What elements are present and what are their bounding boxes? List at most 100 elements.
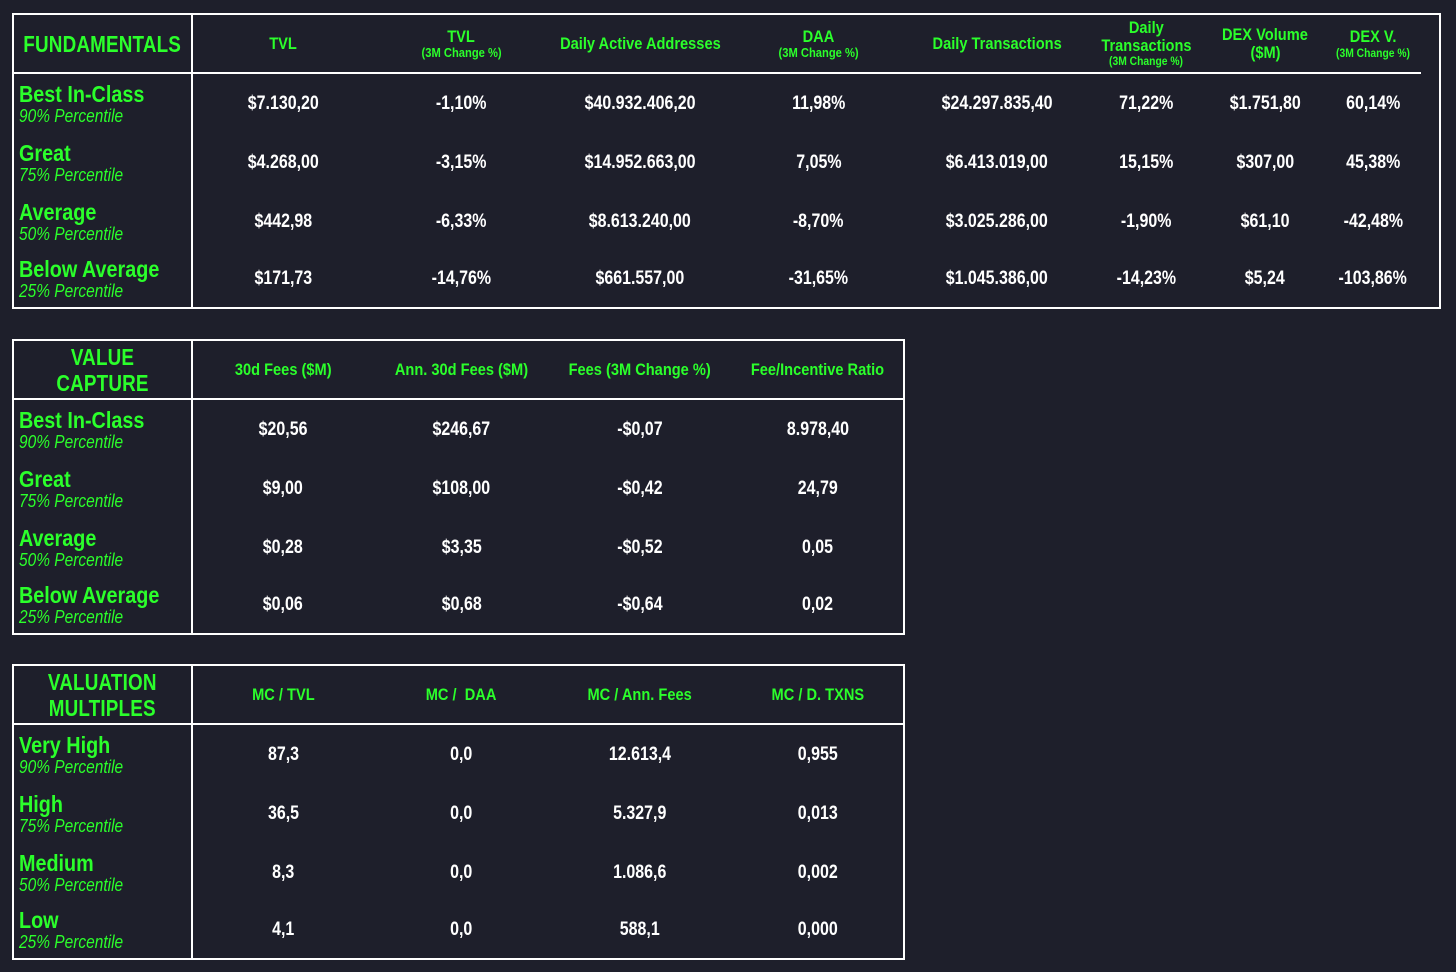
cell-value: 0,02: [801, 594, 834, 615]
cell-value: -$0,52: [617, 536, 663, 558]
column-header-label: Fees (3M Change %): [568, 359, 712, 379]
cell-value: 8.978,40: [786, 418, 849, 440]
column-header-mc-daa: MC / DAA: [373, 666, 550, 725]
row-label: Below Average 25% Percentile: [14, 577, 193, 633]
column-header-mc-ann-fees: MC / Ann. Fees: [550, 666, 730, 725]
cell-value: -3,15%: [436, 151, 487, 173]
column-header-tvl: TVL: [193, 15, 373, 74]
row-label-percentile: 50% Percentile: [19, 874, 124, 895]
table-cell: 71,22%: [1087, 74, 1205, 133]
cell-value: -42,48%: [1343, 210, 1403, 232]
cell-value: $9,00: [263, 477, 303, 499]
table-cell: -6,33%: [373, 192, 550, 251]
column-header-label: TVL: [447, 26, 476, 46]
row-label: Great 75% Percentile: [14, 459, 193, 518]
table-cell: $4.268,00: [193, 133, 373, 192]
column-header-label: Daily Active Addresses: [559, 33, 721, 53]
cell-value: 5.327,9: [613, 802, 667, 824]
column-header-daa: Daily Active Addresses: [550, 15, 730, 74]
cell-value: $6.413.019,00: [945, 151, 1049, 173]
cell-value: $442,98: [254, 210, 312, 232]
value-capture-title-cell: VALUE CAPTURE: [14, 341, 193, 400]
cell-value: 0,000: [797, 919, 838, 940]
table-cell: $24.297.835,40: [907, 74, 1087, 133]
table-cell: 0,0: [373, 784, 550, 843]
cell-value: $4.268,00: [247, 151, 319, 173]
row-label-name: Great: [19, 139, 71, 166]
table-cell: -1,10%: [373, 74, 550, 133]
row-label: Very High 90% Percentile: [14, 725, 193, 784]
valuation-multiples-title-line1: VALUATION: [48, 668, 157, 695]
valuation-multiples-table: VALUATION MULTIPLES MC / TVL MC / DAA MC…: [12, 664, 905, 960]
fundamentals-table: FUNDAMENTALS TVL TVL (3M Change %) Daily…: [12, 13, 1441, 309]
cell-value: $307,00: [1236, 151, 1294, 173]
row-label: Below Average 25% Percentile: [14, 251, 193, 307]
column-header-daily-transactions-change: Daily Transactions (3M Change %): [1087, 15, 1205, 74]
table-cell: $171,73: [193, 251, 373, 307]
fundamentals-title-cell: FUNDAMENTALS: [14, 15, 193, 74]
table-cell: 60,14%: [1325, 74, 1421, 133]
cell-value: $20,56: [258, 418, 308, 440]
row-label-percentile: 90% Percentile: [19, 431, 124, 452]
table-cell: -14,23%: [1087, 251, 1205, 307]
table-cell: $8.613.240,00: [550, 192, 730, 251]
cell-value: 0,0: [450, 861, 473, 883]
cell-value: 4,1: [271, 919, 295, 940]
row-label-name: Great: [19, 465, 71, 492]
cell-value: $0,28: [263, 536, 303, 558]
table-cell: 4,1: [193, 902, 373, 958]
cell-value: $7.130,20: [247, 92, 319, 114]
table-cell: -42,48%: [1325, 192, 1421, 251]
value-capture-table: VALUE CAPTURE 30d Fees ($M) Ann. 30d Fee…: [12, 339, 905, 635]
row-label-percentile: 75% Percentile: [19, 815, 124, 836]
column-header-label-line2: Transactions: [1100, 36, 1192, 55]
table-cell: 0,955: [730, 725, 905, 784]
table-cell: -$0,52: [550, 518, 730, 577]
table-cell: 87,3: [193, 725, 373, 784]
cell-value: $246,67: [432, 418, 491, 440]
table-cell: 24,79: [730, 459, 905, 518]
row-label-name: Best In-Class: [19, 80, 145, 107]
cell-value: $5,24: [1245, 268, 1285, 289]
table-cell: -$0,42: [550, 459, 730, 518]
cell-value: 87,3: [267, 743, 299, 765]
row-label-percentile: 25% Percentile: [19, 607, 124, 627]
table-cell: -8,70%: [730, 192, 907, 251]
cell-value: $0,68: [441, 594, 482, 615]
column-header-sublabel: (3M Change %): [778, 44, 859, 60]
row-label: High 75% Percentile: [14, 784, 193, 843]
table-cell: -3,15%: [373, 133, 550, 192]
column-header-dex-volume-change: DEX V. (3M Change %): [1325, 15, 1421, 74]
row-label-percentile: 50% Percentile: [19, 223, 124, 244]
row-label: Best In-Class 90% Percentile: [14, 400, 193, 459]
column-header-label: TVL: [269, 33, 297, 53]
table-cell: -14,76%: [373, 251, 550, 307]
row-label-name: Below Average: [19, 256, 160, 282]
table-cell: $3.025.286,00: [907, 192, 1087, 251]
row-label: Average 50% Percentile: [14, 192, 193, 251]
cell-value: 0,05: [801, 536, 834, 558]
cell-value: $24.297.835,40: [941, 92, 1053, 114]
table-cell: $9,00: [193, 459, 373, 518]
cell-value: 15,15%: [1118, 151, 1174, 173]
column-header-label: Daily Transactions: [932, 33, 1062, 53]
cell-value: -$0,64: [617, 594, 663, 615]
cell-value: $61,10: [1240, 210, 1290, 232]
cell-value: 0,0: [450, 919, 473, 940]
cell-value: $0,06: [263, 594, 303, 615]
cell-value: -103,86%: [1338, 268, 1408, 289]
table-cell: $14.952.663,00: [550, 133, 730, 192]
cell-value: $8.613.240,00: [588, 210, 692, 232]
cell-value: -14,23%: [1116, 268, 1176, 289]
column-header-30d-fees: 30d Fees ($M): [193, 341, 373, 400]
cell-value: 0,955: [797, 743, 838, 765]
cell-value: $14.952.663,00: [584, 151, 696, 173]
row-label: Best In-Class 90% Percentile: [14, 74, 193, 133]
table-cell: 0,02: [730, 577, 905, 633]
row-label: Low 25% Percentile: [14, 902, 193, 958]
value-capture-title: VALUE CAPTURE: [56, 343, 149, 396]
table-cell: 5.327,9: [550, 784, 730, 843]
cell-value: 0,0: [450, 743, 473, 765]
table-cell: -103,86%: [1325, 251, 1421, 307]
cell-value: -31,65%: [788, 268, 849, 289]
